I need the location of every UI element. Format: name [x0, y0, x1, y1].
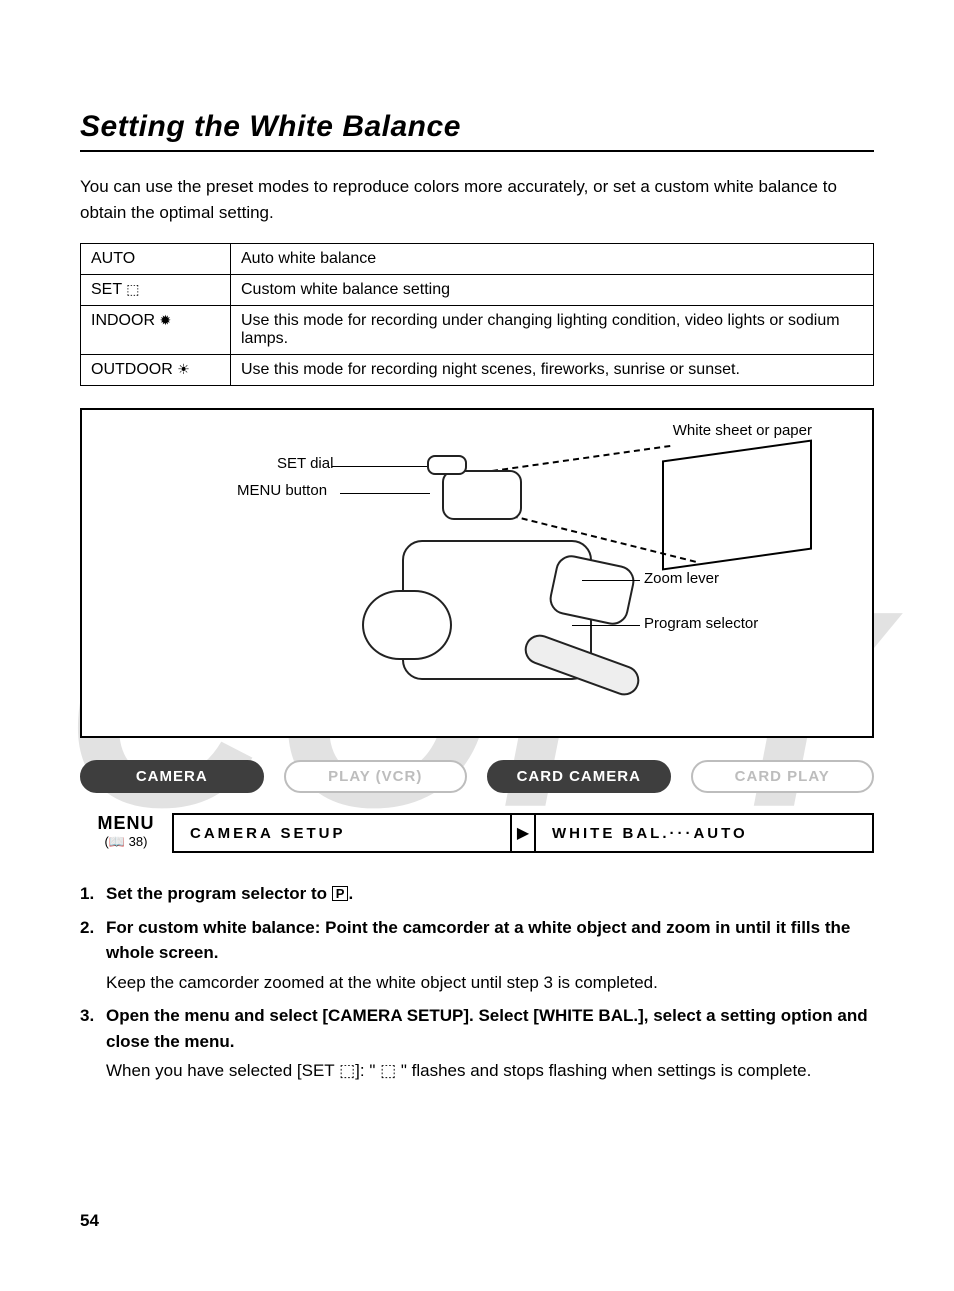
- page-number: 54: [80, 1211, 99, 1231]
- menu-label: MENU (📖 38): [80, 813, 172, 853]
- menu-box-left: CAMERA SETUP: [174, 815, 512, 851]
- step-subtext: Keep the camcorder zoomed at the white o…: [106, 970, 874, 996]
- step-heading: Set the program selector to P.: [106, 884, 353, 903]
- mode-pill: CARD CAMERA: [487, 760, 671, 793]
- mode-pill: PLAY (VCR): [284, 760, 468, 793]
- label-menu-button: MENU button: [237, 482, 327, 499]
- menu-boxes: CAMERA SETUP ▶ WHITE BAL.···AUTO: [172, 813, 874, 853]
- menu-box-right: WHITE BAL.···AUTO: [536, 815, 872, 851]
- menu-row: MENU (📖 38) CAMERA SETUP ▶ WHITE BAL.···…: [80, 813, 874, 853]
- table-row: SET ⬚Custom white balance setting: [81, 275, 874, 306]
- mode-pill-row: CAMERA PLAY (VCR) CARD CAMERA CARD PLAY: [80, 760, 874, 793]
- sight-line: [492, 445, 671, 472]
- mode-icon: ✹: [159, 312, 171, 328]
- table-row: AUTOAuto white balance: [81, 244, 874, 275]
- mode-pill: CAMERA: [80, 760, 264, 793]
- step-subtext: When you have selected [SET ⬚]: " ⬚ " fl…: [106, 1058, 874, 1084]
- mode-desc-cell: Custom white balance setting: [231, 275, 874, 306]
- steps-list: Set the program selector to P. For custom…: [80, 881, 874, 1084]
- mode-label-cell: SET ⬚: [81, 275, 231, 306]
- modes-table: AUTOAuto white balanceSET ⬚Custom white …: [80, 243, 874, 386]
- mode-label-cell: AUTO: [81, 244, 231, 275]
- mode-desc-cell: Auto white balance: [231, 244, 874, 275]
- mode-desc-cell: Use this mode for recording night scenes…: [231, 355, 874, 386]
- step-item: For custom white balance: Point the camc…: [80, 915, 874, 996]
- menu-arrow-icon: ▶: [512, 815, 536, 851]
- label-program-selector: Program selector: [644, 615, 758, 632]
- table-row: INDOOR ✹Use this mode for recording unde…: [81, 306, 874, 355]
- mode-icon: ⬚: [126, 281, 139, 297]
- label-zoom-lever: Zoom lever: [644, 570, 719, 587]
- mode-icon: ☀: [177, 361, 190, 377]
- white-paper-shape: [662, 439, 812, 570]
- page-content: Setting the White Balance You can use th…: [80, 110, 874, 1084]
- step-heading: Open the menu and select [CAMERA SETUP].…: [106, 1006, 868, 1051]
- mode-desc-cell: Use this mode for recording under changi…: [231, 306, 874, 355]
- menu-word: MENU: [80, 813, 172, 834]
- label-white-sheet: White sheet or paper: [673, 422, 812, 439]
- table-row: OUTDOOR ☀Use this mode for recording nig…: [81, 355, 874, 386]
- step-item: Open the menu and select [CAMERA SETUP].…: [80, 1003, 874, 1084]
- step-heading: For custom white balance: Point the camc…: [106, 918, 850, 963]
- intro-paragraph: You can use the preset modes to reproduc…: [80, 174, 874, 225]
- camcorder-illustration: [372, 500, 672, 700]
- p-mode-icon: P: [332, 886, 349, 901]
- mode-pill: CARD PLAY: [691, 760, 875, 793]
- mode-label-cell: OUTDOOR ☀: [81, 355, 231, 386]
- mode-label-cell: INDOOR ✹: [81, 306, 231, 355]
- illustration-box: SET dial MENU button White sheet or pape…: [80, 408, 874, 738]
- label-set-dial: SET dial: [277, 455, 333, 472]
- page-title: Setting the White Balance: [80, 110, 874, 152]
- menu-page-ref: (📖 38): [80, 834, 172, 850]
- step-item: Set the program selector to P.: [80, 881, 874, 907]
